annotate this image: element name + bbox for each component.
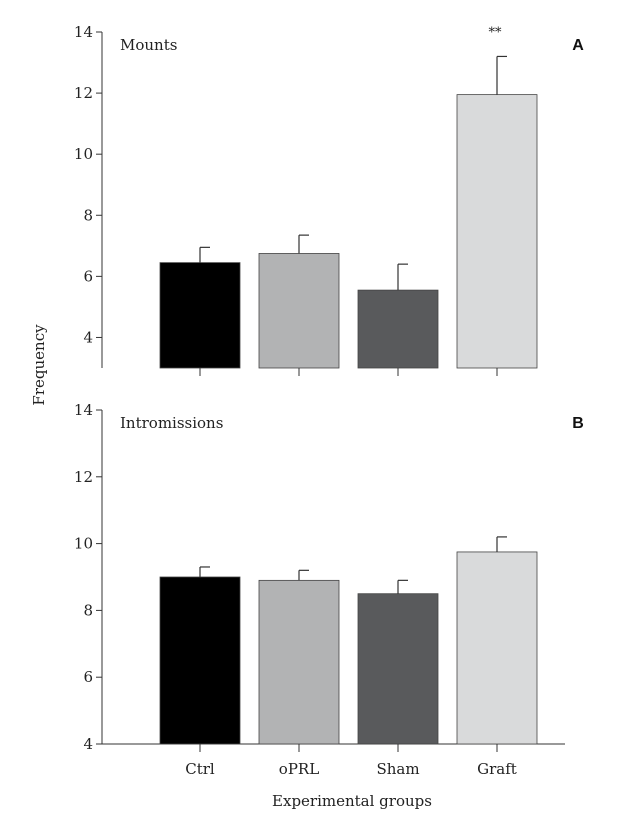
bar-oprl — [258, 579, 340, 745]
bar-graft — [456, 94, 538, 369]
x-axis-title: Experimental groups — [272, 792, 432, 810]
y-tick-label: 14 — [74, 23, 93, 41]
panel-letter: B — [572, 415, 584, 432]
y-tick-label: 8 — [83, 601, 93, 619]
panel-title: Intromissions — [120, 414, 223, 432]
x-tick-label-sham: Sham — [376, 760, 419, 778]
y-tick-label: 6 — [83, 668, 93, 686]
bar-sham — [357, 593, 439, 745]
y-tick-label: 8 — [83, 206, 93, 224]
y-tick-label: 14 — [74, 401, 93, 419]
x-tick-label-graft: Graft — [477, 760, 517, 778]
y-tick-label: 4 — [83, 328, 93, 346]
x-tick-label-ctrl: Ctrl — [185, 760, 215, 778]
panel-a: 4 6 8 10 12 14 ** Mounts A — [74, 23, 584, 376]
bar-graft — [456, 551, 538, 745]
y-tick-label: 12 — [74, 84, 93, 102]
bar-sham — [357, 289, 439, 369]
panel-letter: A — [572, 37, 584, 54]
bar-ctrl — [159, 262, 241, 369]
y-tick-label: 10 — [74, 145, 93, 163]
bar-ctrl — [159, 576, 241, 745]
significance-marker: ** — [489, 25, 503, 40]
panel-b: 4 6 8 10 12 14 Ctrl oPRL Sham Graft Intromissions B — [74, 401, 584, 778]
y-tick-label: 6 — [83, 267, 93, 285]
y-tick-label: 12 — [74, 468, 93, 486]
panel-title: Mounts — [120, 36, 177, 54]
y-tick-label: 10 — [74, 535, 93, 553]
x-tick-label-oprl: oPRL — [279, 760, 319, 778]
y-tick-label: 4 — [83, 735, 93, 753]
y-axis-title: Frequency — [30, 324, 48, 406]
bar-oprl — [258, 253, 340, 369]
